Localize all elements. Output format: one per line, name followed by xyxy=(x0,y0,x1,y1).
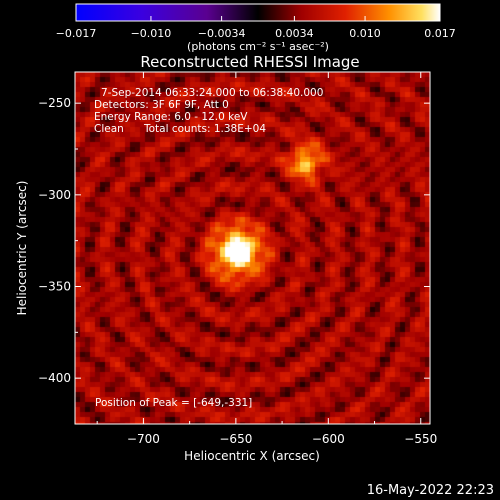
x-tick-label: −650 xyxy=(219,432,252,446)
timestamp: 16-May-2022 22:23 xyxy=(367,483,494,498)
heatmap-image xyxy=(75,72,430,424)
colorbar-tick-label: −0.017 xyxy=(56,27,97,40)
annotation-detectors: Detectors: 3F 6F 9F, Att 0 xyxy=(94,99,229,111)
y-tick-label: −400 xyxy=(38,371,71,385)
y-tick-label: −250 xyxy=(38,96,71,110)
colorbar-tick-label: 0.017 xyxy=(424,27,456,40)
y-axis-label: Heliocentric Y (arcsec) xyxy=(15,181,29,316)
x-tick-label: −700 xyxy=(127,432,160,446)
colorbar-ticks: −0.017 −0.010 −0.0034 0.0034 0.010 0.017 xyxy=(56,16,456,40)
plot-frame xyxy=(74,71,431,425)
axis-ticks: −700 −650 −600 −550 −250 −300 −350 −400 xyxy=(38,72,437,446)
colorbar-tick-label: 0.010 xyxy=(349,27,381,40)
annotation-method: Clean xyxy=(94,123,124,135)
colorbar-tick-label: 0.0034 xyxy=(275,27,314,40)
annotation-energy-range: Energy Range: 6.0 - 12.0 keV xyxy=(94,111,248,123)
annotation-peak-position: Position of Peak = [-649,-331] xyxy=(95,397,252,409)
y-tick-label: −300 xyxy=(38,188,71,202)
x-axis-label: Heliocentric X (arcsec) xyxy=(184,449,320,463)
colorbar-strip xyxy=(75,3,441,22)
colorbar: −0.017 −0.010 −0.0034 0.0034 0.010 0.017 (pho… xyxy=(56,3,456,53)
x-tick-label: −550 xyxy=(404,432,437,446)
plot-area: −700 −650 −600 −550 −250 −300 −350 −400 7-Sep-2… xyxy=(38,71,437,446)
colorbar-tick-label: −0.0034 xyxy=(198,27,246,40)
annotation-total-counts: Total counts: 1.38E+04 xyxy=(143,123,266,135)
colorbar-unit-label: (photons cm⁻² s⁻¹ asec⁻²) xyxy=(187,40,329,53)
y-tick-label: −350 xyxy=(38,280,71,294)
chart-title: Reconstructed RHESSI Image xyxy=(140,53,359,71)
annotation-time-range: 7-Sep-2014 06:33:24.000 to 06:38:40.000 xyxy=(101,87,323,99)
x-tick-label: −600 xyxy=(312,432,345,446)
colorbar-tick-label: −0.010 xyxy=(131,27,172,40)
